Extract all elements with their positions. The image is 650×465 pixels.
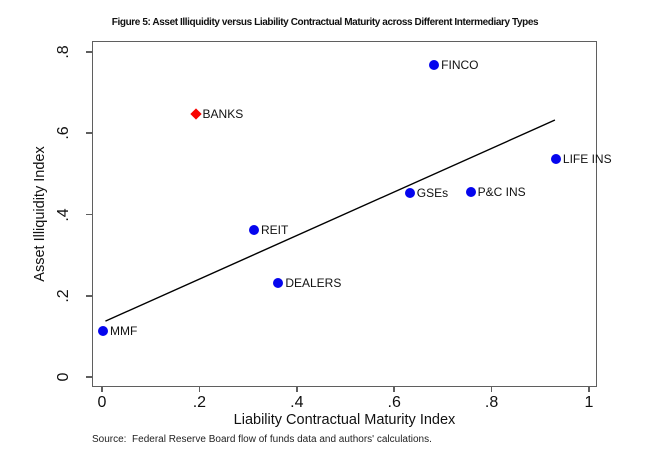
x-tick-label-0: 0 [97,394,107,411]
data-point-reit [248,224,259,235]
point-label-gses: GSEs [416,186,449,201]
point-label-dealers: DEALERS [285,275,342,290]
data-point-mmf [98,326,108,337]
source-note: Source: Federal Reserve Board flow of fu… [92,434,432,445]
point-label-life-ins: LIFE INS [562,151,612,166]
point-label-mmf: MMF [110,324,138,339]
data-point-p-c-ins [465,186,476,197]
x-tick-1 [588,387,590,392]
regression-line [105,119,556,322]
x-tick-label-1: 1 [584,394,594,411]
point-label-p-c-ins: P&C INS [477,184,526,199]
data-point-life-ins [550,153,561,164]
data-point-dealers [273,277,284,288]
x-tick-.8 [490,387,493,392]
x-tick-.4 [296,387,298,392]
y-tick-0 [86,376,92,378]
point-label-finco: FINCO [441,58,479,73]
x-tick-.2 [198,387,201,392]
x-tick-.6 [393,387,395,392]
y-tick-label-.8: .8 [55,45,72,59]
figure-title: Figure 5: Asset Illiquidity versus Liabi… [111,17,539,28]
y-axis-title: Asset Illiquidity Index [32,146,48,282]
data-point-finco [429,60,440,71]
x-axis-title: Liability Contractual Maturity Index [233,412,456,428]
x-tick-0 [101,387,103,392]
x-tick-label-.4: .4 [290,394,304,411]
y-tick-label-.6: .6 [55,126,72,140]
y-tick-.2 [86,294,92,297]
fit-line-canvas [105,119,556,322]
y-tick-.8 [86,51,92,53]
data-point-gses [404,188,415,199]
plot-area: MMF REIT DEALERS BANKS GSEs P&C INS FINCO LIFE … [92,41,612,387]
x-tick-label-.2: .2 [192,394,207,411]
y-tick-.6 [86,132,92,135]
x-tick-label-.6: .6 [387,394,401,411]
x-tick-label-.8: .8 [484,394,499,411]
point-label-reit: REIT [260,222,289,237]
y-tick-label-.4: .4 [55,207,72,222]
y-tick-label-.2: .2 [55,289,72,303]
y-tick-.4 [86,213,92,216]
point-label-banks: BANKS [202,106,244,121]
y-tick-label-0: 0 [55,372,72,382]
